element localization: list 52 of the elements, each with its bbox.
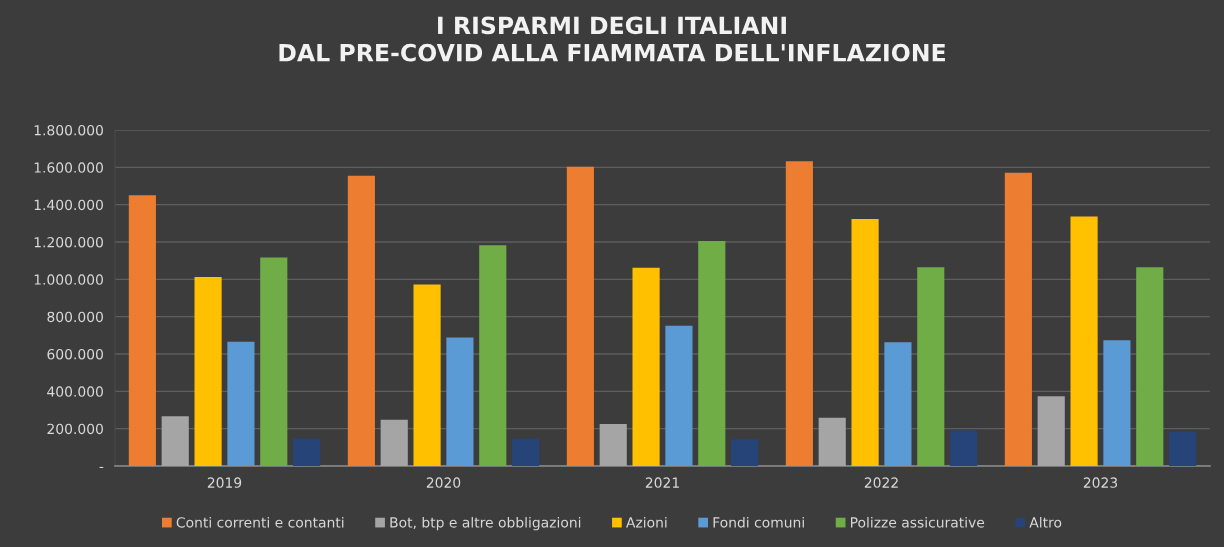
- bar: [227, 341, 255, 466]
- bar: [161, 416, 189, 466]
- bar: [950, 430, 978, 466]
- bar: [293, 438, 321, 466]
- bar: [512, 438, 540, 466]
- bar: [884, 342, 912, 466]
- bar: [1004, 172, 1032, 466]
- bar: [1037, 396, 1065, 466]
- bar: [851, 219, 879, 466]
- bar: [1169, 431, 1197, 466]
- bar: [665, 325, 693, 466]
- bar: [446, 337, 474, 466]
- y-tick-label: 600.000: [47, 348, 103, 360]
- bar: [128, 195, 156, 466]
- bar: [1070, 216, 1098, 466]
- legend-label: Bot, btp e altre obbligazioni: [390, 516, 581, 531]
- bar: [698, 240, 726, 466]
- y-tick-label: -: [99, 466, 104, 469]
- bar: [194, 276, 222, 466]
- bar: [632, 267, 660, 466]
- bar: [347, 175, 375, 466]
- y-tick-label: 800.000: [47, 311, 103, 323]
- bar: [1103, 340, 1131, 466]
- bar: [380, 419, 408, 466]
- chart-title: I RISPARMI DEGLI ITALIANI DAL PRE-COVID ALLA FIAMMATA DELL'INFLAZIONE: [279, 16, 945, 62]
- bar: [566, 166, 594, 466]
- y-tick-label: 1.800.000: [34, 124, 103, 136]
- legend-label: Altro: [1029, 516, 1062, 528]
- x-tick-label: 2020: [426, 477, 461, 488]
- x-tick-label: 2019: [207, 477, 242, 488]
- y-tick-label: 1.200.000: [34, 236, 103, 248]
- bar: [479, 245, 507, 466]
- x-tick-label: 2023: [1083, 477, 1118, 488]
- y-tick-label: 200.000: [47, 423, 103, 435]
- bar: [413, 284, 441, 466]
- legend-label: Polizze assicurative: [851, 516, 985, 528]
- legend-label: Conti correnti e contanti: [176, 516, 344, 528]
- x-tick-label: 2022: [864, 477, 898, 488]
- bar: [599, 424, 627, 466]
- bar: [731, 439, 759, 466]
- bar: [1136, 267, 1164, 466]
- y-tick-label: 400.000: [47, 386, 103, 397]
- bar: [917, 267, 945, 466]
- x-tick-label: 2021: [645, 477, 679, 488]
- y-tick-label: 1.000.000: [34, 274, 103, 285]
- bar: [260, 257, 288, 466]
- legend-label: Fondi comuni: [713, 516, 804, 528]
- y-tick-label: 1.600.000: [34, 162, 103, 173]
- bar: [818, 417, 846, 466]
- y-tick-label: 1.400.000: [34, 199, 103, 211]
- legend-label: Azioni: [626, 516, 667, 528]
- bar: [785, 161, 813, 466]
